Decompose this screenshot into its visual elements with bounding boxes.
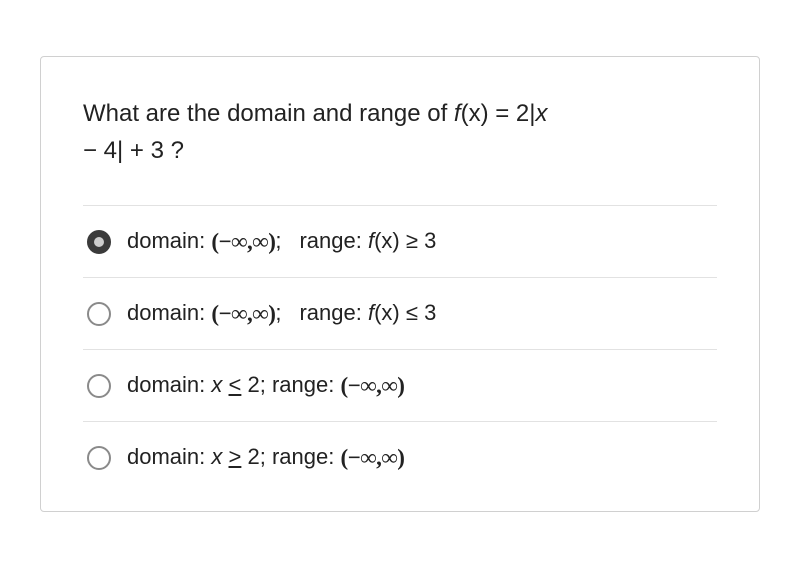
opt2-range-op: ≤ 3 xyxy=(400,300,437,325)
opt3-range-value: (−∞,∞) xyxy=(340,373,404,398)
opt4-range-value: (−∞,∞) xyxy=(340,445,404,470)
opt2-domain-value: (−∞,∞) xyxy=(211,301,275,326)
question-prefix: What are the domain and range of xyxy=(83,100,454,127)
option-2-label: domain: (−∞,∞);range: f(x) ≤ 3 xyxy=(127,300,713,327)
opt4-domain-label: domain: xyxy=(127,444,211,469)
opt3-domain-label: domain: xyxy=(127,372,211,397)
option-4[interactable]: domain: x > 2; range: (−∞,∞) xyxy=(83,421,717,493)
opt1-domain-suffix: ; xyxy=(275,228,281,253)
opt1-range-op: ≥ 3 xyxy=(400,228,437,253)
opt2-range-paren: (x) xyxy=(374,300,400,325)
question-line2: − 4| + 3 ? xyxy=(83,137,184,164)
opt1-range-paren: (x) xyxy=(374,228,400,253)
option-3-label: domain: x < 2; range: (−∞,∞) xyxy=(127,372,713,399)
opt2-domain-label: domain: xyxy=(127,300,211,325)
option-4-label: domain: x > 2; range: (−∞,∞) xyxy=(127,444,713,471)
opt1-domain-label: domain: xyxy=(127,228,211,253)
options-list: domain: (−∞,∞);range: f(x) ≥ 3 domain: (… xyxy=(83,205,717,493)
opt2-range-label: range: xyxy=(299,300,368,325)
opt4-domain-suffix: ; xyxy=(260,444,272,469)
option-1-label: domain: (−∞,∞);range: f(x) ≥ 3 xyxy=(127,228,713,255)
option-1[interactable]: domain: (−∞,∞);range: f(x) ≥ 3 xyxy=(83,205,717,277)
question-card: What are the domain and range of f(x) = … xyxy=(40,56,760,512)
radio-icon[interactable] xyxy=(87,374,111,398)
question-fn: f xyxy=(454,100,461,127)
opt3-domain-value: x < 2 xyxy=(211,372,259,397)
opt3-domain-suffix: ; xyxy=(260,372,272,397)
opt2-domain-suffix: ; xyxy=(275,300,281,325)
option-3[interactable]: domain: x < 2; range: (−∞,∞) xyxy=(83,349,717,421)
opt4-range-label: range: xyxy=(272,444,341,469)
opt3-range-label: range: xyxy=(272,372,341,397)
question-xvar: x xyxy=(536,100,548,127)
radio-icon[interactable] xyxy=(87,302,111,326)
question-eq: = 2| xyxy=(489,100,536,127)
question-parenx: (x) xyxy=(461,100,489,127)
opt1-domain-value: (−∞,∞) xyxy=(211,229,275,254)
radio-selected-icon[interactable] xyxy=(87,230,111,254)
radio-icon[interactable] xyxy=(87,446,111,470)
opt1-range-label: range: xyxy=(299,228,368,253)
question-text: What are the domain and range of f(x) = … xyxy=(83,95,717,169)
opt4-domain-value: x > 2 xyxy=(211,444,259,469)
option-2[interactable]: domain: (−∞,∞);range: f(x) ≤ 3 xyxy=(83,277,717,349)
